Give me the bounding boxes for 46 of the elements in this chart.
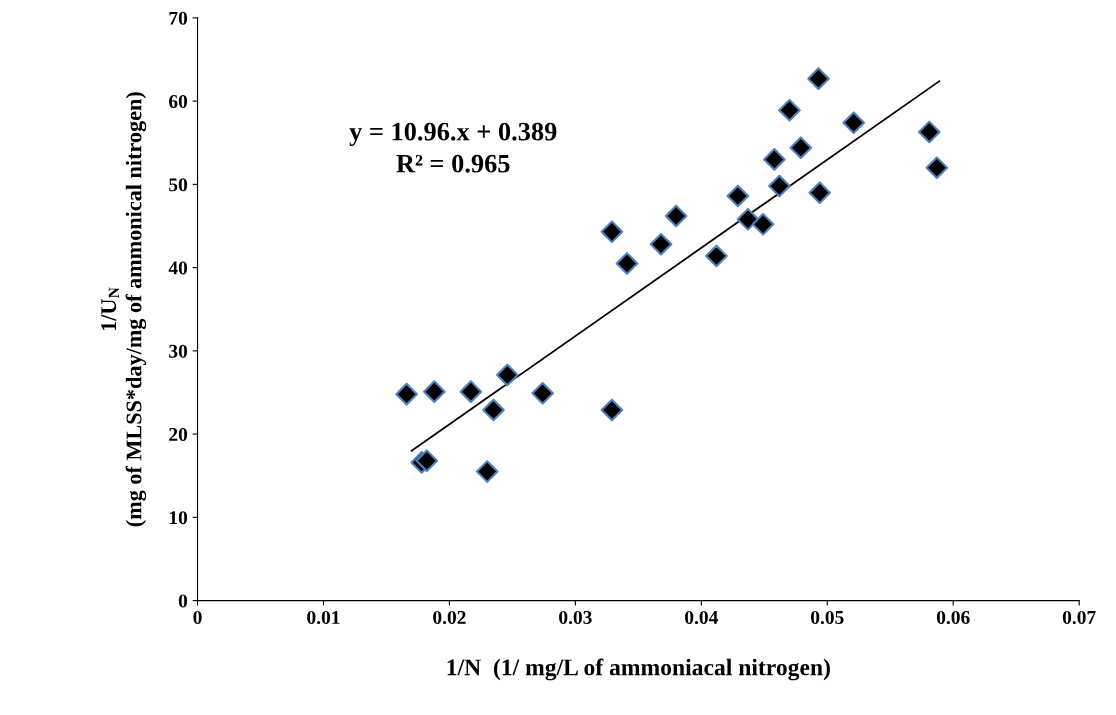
point — [768, 174, 791, 198]
point — [778, 98, 801, 122]
point — [496, 363, 519, 387]
annotation: R² = 0.965 — [396, 154, 510, 173]
x-tick-label: 0 — [193, 610, 202, 625]
point — [763, 148, 786, 171]
point — [705, 244, 728, 268]
x-tick-label: 0.04 — [685, 610, 718, 625]
point — [475, 460, 499, 483]
point — [649, 232, 673, 256]
point — [615, 252, 639, 275]
annotation: y = 10.96.x + 0.389 — [349, 122, 557, 146]
x-tick-label: 0.06 — [936, 610, 970, 625]
y-tick-label: 10 — [169, 511, 188, 525]
point — [842, 111, 866, 135]
x-tick-label: 0.01 — [307, 610, 340, 625]
y-tick-label: 20 — [169, 427, 188, 442]
point — [917, 120, 941, 144]
point — [807, 67, 830, 90]
y-tick-label: 70 — [169, 11, 188, 25]
y-tick-label: 40 — [168, 261, 188, 275]
point — [789, 136, 813, 160]
y-tick-label: 60 — [169, 94, 188, 109]
y-axis-title: 1/U$_{N}$ (mg of MLSS*day/mg of ammonical nitrogen) — [101, 92, 147, 527]
point — [726, 184, 750, 208]
point — [422, 380, 446, 403]
point — [808, 181, 832, 205]
y-tick-label: 0 — [178, 594, 188, 608]
y-tick-label: 30 — [169, 344, 188, 358]
point — [415, 449, 439, 473]
point — [664, 204, 688, 228]
point — [531, 381, 554, 405]
x-tick-label: 0.02 — [433, 610, 466, 625]
x-tick-label: 0.05 — [811, 610, 844, 625]
point — [600, 398, 624, 422]
point — [459, 380, 483, 403]
point — [925, 156, 949, 180]
point — [395, 382, 418, 406]
x-axis-title: 1/N (1/ mg/L of ammoniacal nitrogen) — [447, 658, 830, 681]
point — [751, 212, 775, 236]
point — [600, 220, 624, 244]
point — [482, 398, 505, 422]
x-tick-label: 0.03 — [559, 610, 592, 625]
x-tick-label: 0.07 — [1062, 610, 1096, 625]
y-tick-label: 50 — [169, 178, 188, 192]
point — [736, 207, 760, 231]
